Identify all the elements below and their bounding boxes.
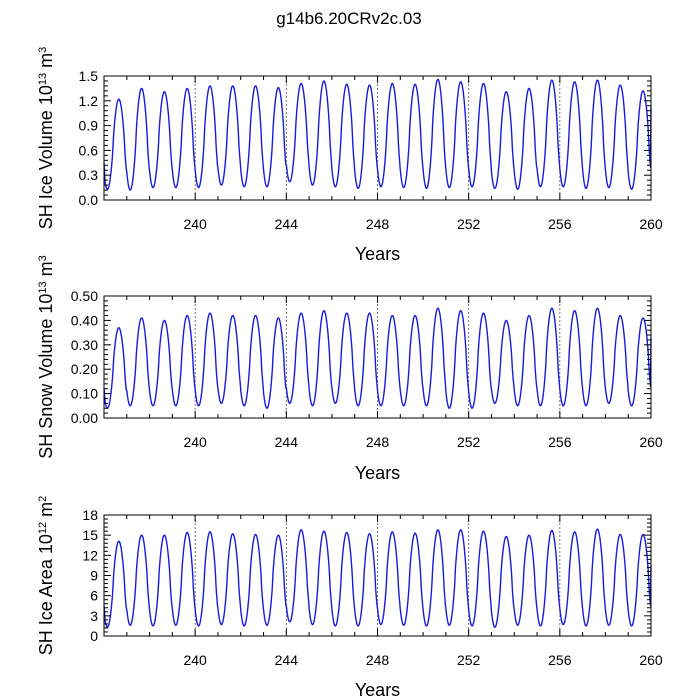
- y-tick-label: 1.5: [79, 68, 99, 84]
- y-tick-label: 3: [90, 608, 98, 624]
- y-tick-label: 0: [90, 628, 98, 644]
- series-line: [103, 78, 652, 191]
- x-tick-label: 240: [183, 652, 207, 668]
- y-tick-label: 0.30: [71, 337, 98, 353]
- x-tick-label: 260: [639, 216, 663, 232]
- x-tick-label: 248: [366, 216, 390, 232]
- y-tick-label: 15: [82, 527, 98, 543]
- y-axis-label: SH Ice Volume 1013 m3: [36, 47, 56, 229]
- x-tick-label: 248: [366, 434, 390, 450]
- x-tick-label: 252: [457, 652, 481, 668]
- chart-panel-3: 0 3 6 9 12 15 18 240 244 248 252 256 260 Years SH Ice …: [36, 496, 663, 698]
- panels-container: 0.0 0.3 0.6 0.9 1.2 1.5 240 244 248 252 256 260 Year…: [36, 47, 663, 698]
- x-tick-label: 240: [183, 216, 207, 232]
- y-tick-label: 0.20: [71, 361, 98, 377]
- x-tick-label: 252: [457, 216, 481, 232]
- x-tick-label: 256: [548, 652, 572, 668]
- x-tick-label: 260: [639, 652, 663, 668]
- y-tick-label: 0.9: [79, 118, 99, 134]
- x-tick-label: 244: [275, 652, 299, 668]
- x-tick-label: 248: [366, 652, 390, 668]
- y-tick-label: 0.6: [79, 142, 99, 158]
- chart-panel-1: 0.0 0.3 0.6 0.9 1.2 1.5 240 244 248 252 256 260 Year…: [36, 47, 663, 264]
- y-axis-label: SH Ice Area 1012 m2: [36, 496, 56, 655]
- x-tick-label: 256: [548, 216, 572, 232]
- x-tick-label: 244: [275, 216, 299, 232]
- y-tick-label: 1.2: [79, 93, 99, 109]
- x-tick-label: 256: [548, 434, 572, 450]
- y-tick-label: 9: [90, 568, 98, 584]
- y-tick-label: 0.50: [71, 288, 98, 304]
- series-line: [103, 528, 652, 628]
- x-tick-label: 260: [639, 434, 663, 450]
- x-tick-label: 240: [183, 434, 207, 450]
- x-axis-label: Years: [355, 244, 400, 264]
- x-axis-label: Years: [355, 680, 400, 698]
- y-tick-label: 0.00: [71, 410, 98, 426]
- x-axis-label: Years: [355, 463, 400, 483]
- y-tick-label: 18: [82, 507, 98, 523]
- y-axis-label: SH Snow Volume 1013 m3: [36, 255, 56, 458]
- x-tick-label: 252: [457, 434, 481, 450]
- chart-panel-2: 0.00 0.10 0.20 0.30 0.40 0.50 240 244 248 252 256 2…: [36, 255, 663, 483]
- y-tick-label: 6: [90, 588, 98, 604]
- y-tick-label: 0.40: [71, 312, 98, 328]
- figure-title: g14b6.20CRv2c.03: [276, 9, 422, 28]
- y-tick-label: 0.3: [79, 167, 99, 183]
- y-tick-label: 12: [82, 547, 98, 563]
- y-tick-label: 0.10: [71, 386, 98, 402]
- y-tick-label: 0.0: [79, 192, 99, 208]
- series-line: [103, 307, 652, 409]
- x-tick-label: 244: [275, 434, 299, 450]
